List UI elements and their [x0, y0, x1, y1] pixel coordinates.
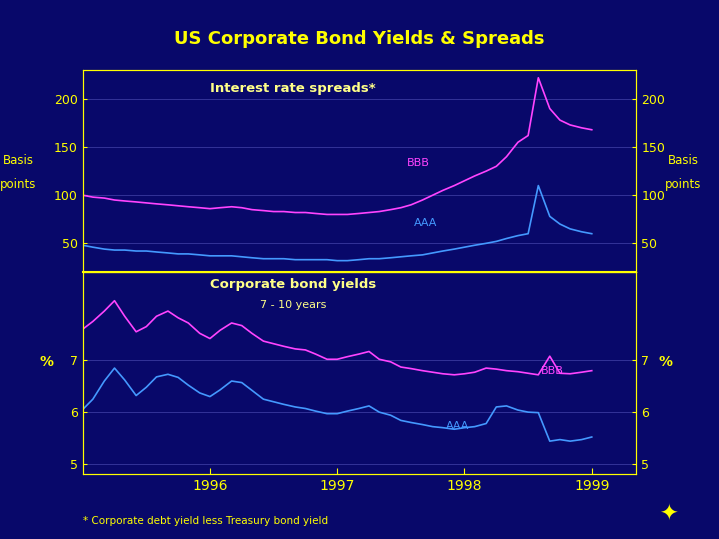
Text: Basis: Basis — [2, 154, 34, 167]
Text: BBB: BBB — [407, 158, 430, 168]
Text: BBB: BBB — [541, 366, 564, 376]
Text: Corporate bond yields: Corporate bond yields — [210, 278, 376, 291]
Text: points: points — [0, 178, 36, 191]
Text: ✦: ✦ — [659, 505, 678, 525]
Text: Basis: Basis — [667, 154, 699, 167]
Text: points: points — [665, 178, 701, 191]
Text: %: % — [40, 356, 54, 369]
Text: * Corporate debt yield less Treasury bond yield: * Corporate debt yield less Treasury bon… — [83, 515, 328, 526]
Text: US Corporate Bond Yields & Spreads: US Corporate Bond Yields & Spreads — [174, 30, 545, 47]
Text: 7 - 10 years: 7 - 10 years — [260, 301, 326, 310]
Text: %: % — [658, 356, 672, 369]
Text: AAA: AAA — [413, 218, 437, 228]
Text: Interest rate spreads*: Interest rate spreads* — [210, 82, 376, 95]
Text: AAA: AAA — [445, 421, 469, 431]
